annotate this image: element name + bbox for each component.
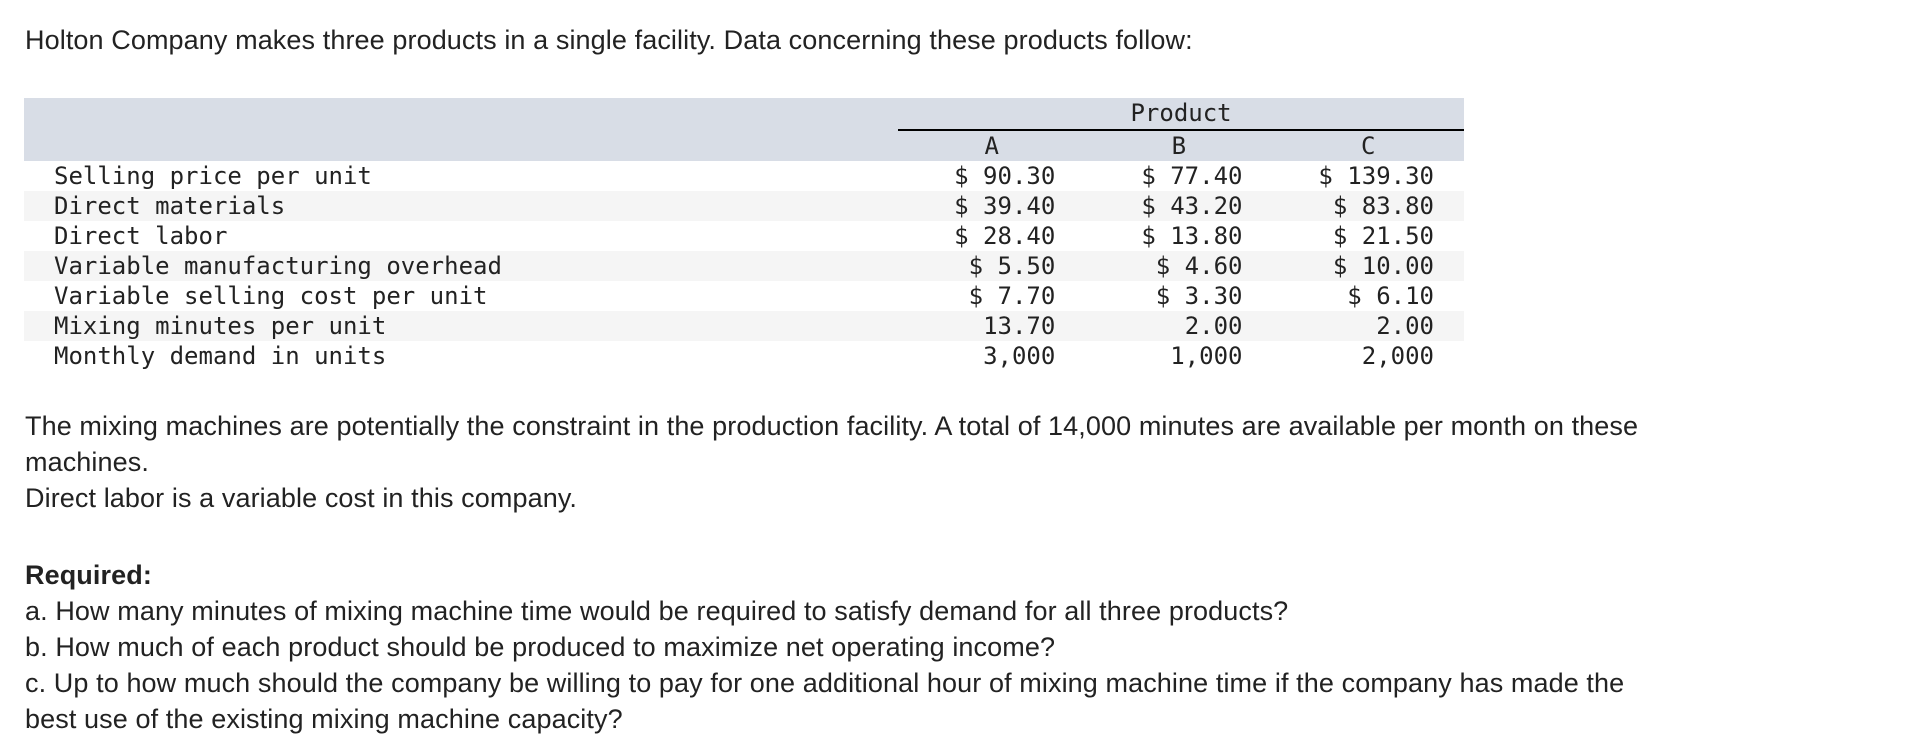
table-row: Direct materials $ 39.40 $ 43.20 $ 83.80 — [24, 191, 1464, 221]
row-label: Variable manufacturing overhead — [54, 252, 502, 280]
cell-b: $ 4.60 — [1155, 252, 1243, 280]
constraint-line-2: machines. — [25, 447, 149, 477]
cell-c: $ 83.80 — [1332, 192, 1434, 220]
table-row: Direct labor $ 28.40 $ 13.80 $ 21.50 — [24, 221, 1464, 251]
header-product-b: B — [1171, 132, 1187, 160]
question-c-line-2: best use of the existing mixing machine … — [25, 704, 623, 734]
cell-c: $ 10.00 — [1332, 252, 1434, 280]
table-row: Selling price per unit $ 90.30 $ 77.40 $… — [24, 161, 1464, 191]
cell-b: $ 43.20 — [1141, 192, 1243, 220]
direct-labor-note: Direct labor is a variable cost in this … — [25, 483, 578, 513]
cell-c: 2.00 — [1376, 312, 1434, 340]
question-b: b. How much of each product should be pr… — [25, 632, 1056, 662]
cell-b: $ 77.40 — [1141, 162, 1243, 190]
question-a: a. How many minutes of mixing machine ti… — [25, 596, 1289, 626]
cell-b: $ 3.30 — [1155, 282, 1243, 310]
row-label: Selling price per unit — [54, 162, 372, 190]
table-row: Mixing minutes per unit 13.70 2.00 2.00 — [24, 311, 1464, 341]
required-title: Required: — [25, 560, 152, 590]
row-label: Mixing minutes per unit — [54, 312, 387, 340]
cell-a: $ 28.40 — [954, 222, 1056, 250]
table-header-group-row: Product — [24, 98, 1464, 131]
constraint-line-1: The mixing machines are potentially the … — [25, 411, 1639, 441]
cell-c: 2,000 — [1361, 342, 1434, 370]
row-label: Direct labor — [54, 222, 228, 250]
cell-c: $ 139.30 — [1318, 162, 1434, 190]
row-label: Direct materials — [54, 192, 286, 220]
constraint-paragraph: The mixing machines are potentially the … — [25, 408, 1638, 516]
product-data-table: Product A B C Selling price per unit $ 9… — [24, 98, 1464, 371]
header-blank — [24, 130, 898, 161]
table-row: Variable selling cost per unit $ 7.70 $ … — [24, 281, 1464, 311]
cell-c: $ 21.50 — [1332, 222, 1434, 250]
required-section: Required: a. How many minutes of mixing … — [25, 557, 1624, 737]
table-row: Monthly demand in units 3,000 1,000 2,00… — [24, 341, 1464, 371]
row-label: Monthly demand in units — [54, 342, 387, 370]
cell-b: $ 13.80 — [1141, 222, 1243, 250]
question-c-line-1: c. Up to how much should the company be … — [25, 668, 1625, 698]
intro-text: Holton Company makes three products in a… — [25, 25, 1193, 55]
cell-b: 2.00 — [1184, 312, 1243, 340]
header-product-a: A — [984, 132, 999, 160]
row-label: Variable selling cost per unit — [54, 282, 488, 310]
cell-b: 1,000 — [1170, 342, 1243, 370]
cell-a: $ 39.40 — [954, 192, 1056, 220]
cell-a: $ 5.50 — [968, 252, 1056, 280]
header-product: Product — [898, 98, 1464, 131]
table-header-row: A B C — [24, 130, 1464, 161]
cell-a: $ 90.30 — [954, 162, 1056, 190]
header-product-c: C — [1361, 132, 1376, 160]
header-blank — [24, 98, 898, 130]
cell-a: 3,000 — [983, 342, 1056, 370]
cell-a: 13.70 — [983, 312, 1056, 340]
table-row: Variable manufacturing overhead $ 5.50 $… — [24, 251, 1464, 281]
cell-a: $ 7.70 — [968, 282, 1056, 310]
cell-c: $ 6.10 — [1347, 282, 1434, 310]
